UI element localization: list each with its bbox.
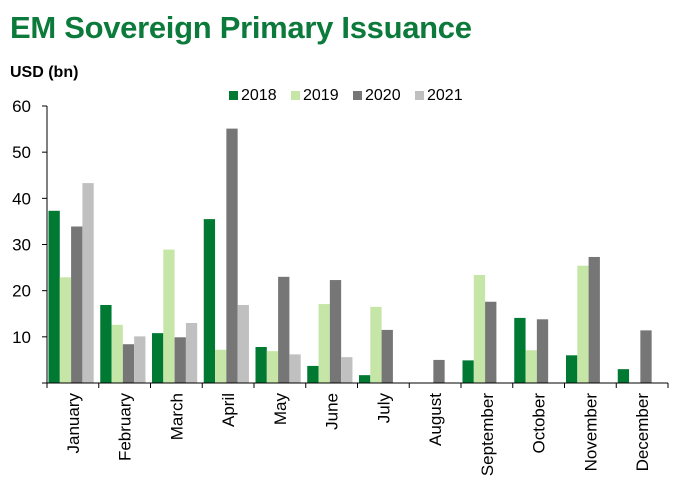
x-tick-label-august: August (426, 393, 445, 446)
legend-label-2021: 2021 (427, 87, 463, 104)
y-tick-label: 20 (12, 282, 31, 301)
bar-2018-june (307, 365, 319, 383)
bar-2021-may (289, 354, 301, 383)
legend-label-2018: 2018 (241, 87, 277, 104)
y-tick-label: 60 (12, 97, 31, 116)
legend: 2018 2019 2020 2021 (229, 87, 463, 104)
bar-2018-april (203, 219, 216, 383)
bar-2018-october (514, 317, 526, 383)
y-tick-label: 50 (12, 143, 31, 162)
x-tick-label-january: January (64, 393, 83, 454)
y-axis-ticks: 10 20 30 40 50 60 (12, 97, 31, 347)
bar-2018-november (566, 355, 578, 383)
axes (42, 105, 669, 388)
legend-swatch-2018 (229, 91, 238, 100)
y-tick-label: 30 (12, 236, 31, 255)
x-tick-label-october: October (530, 393, 549, 454)
y-tick-label: 10 (12, 328, 31, 347)
bar-2019-july (370, 306, 382, 383)
bar-2020-june (329, 280, 342, 383)
bar-2018-may (255, 346, 267, 383)
legend-swatch-2019 (291, 91, 300, 100)
bar-2020-september (485, 301, 497, 383)
bar-2020-july (381, 329, 393, 383)
bar-2019-april (215, 349, 227, 383)
bar-2018-july (359, 375, 371, 383)
x-tick-label-february: February (116, 393, 135, 462)
bar-2020-march (174, 337, 186, 383)
legend-label-2020: 2020 (365, 87, 401, 104)
x-tick-label-april: April (219, 393, 238, 427)
bar-2018-february (100, 304, 112, 383)
bar-2021-april (237, 304, 249, 383)
bar-2020-october (536, 319, 549, 383)
bar-2021-january (82, 183, 94, 383)
bar-2019-september (473, 274, 486, 383)
bar-2020-april (226, 128, 238, 383)
bar-2018-january (48, 210, 60, 383)
x-axis-labels: January February March April May June July Augu… (64, 393, 652, 477)
bar-2020-november (588, 256, 600, 383)
bar-2019-may (266, 351, 279, 383)
bar-2018-december (617, 369, 630, 383)
bar-2020-may (278, 276, 290, 383)
x-tick-label-november: November (581, 393, 600, 472)
x-tick-label-september: September (478, 393, 497, 476)
bar-2021-february (134, 336, 146, 383)
bar-2020-august (433, 359, 445, 383)
legend-swatch-2021 (415, 91, 424, 100)
bar-2019-october (525, 350, 537, 383)
x-tick-label-may: May (271, 393, 290, 426)
bar-2020-february (122, 344, 135, 383)
x-tick-label-march: March (167, 393, 186, 440)
bar-2020-january (71, 226, 83, 383)
y-axis-unit-label: USD (bn) (10, 64, 79, 81)
bar-2018-march (152, 333, 164, 383)
chart-title: EM Sovereign Primary Issuance (10, 10, 472, 45)
bar-2019-june (318, 304, 330, 383)
bar-2019-january (59, 277, 72, 383)
legend-label-2019: 2019 (303, 87, 339, 104)
x-tick-label-july: July (374, 393, 393, 424)
bar-2019-february (111, 324, 123, 383)
x-tick-label-december: December (633, 393, 652, 472)
x-tick-label-june: June (323, 393, 342, 430)
y-tick-label: 40 (12, 189, 31, 208)
bar-2018-september (462, 360, 474, 383)
bar-2021-march (185, 322, 198, 383)
bar-2019-november (577, 265, 589, 383)
bar-2019-march (163, 249, 175, 383)
bar-2021-june (341, 357, 353, 383)
bars (48, 128, 652, 383)
bar-2020-december (640, 330, 652, 383)
legend-swatch-2020 (353, 91, 362, 100)
